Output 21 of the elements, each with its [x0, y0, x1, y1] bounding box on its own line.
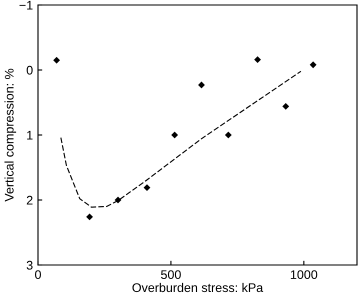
point — [144, 184, 150, 192]
y-tick-label: 1 — [27, 130, 33, 140]
x-tick-label: 0 — [35, 270, 41, 280]
y-tick-label: −1 — [20, 0, 33, 10]
point — [86, 214, 93, 220]
point — [198, 82, 205, 88]
line-series — [60, 70, 302, 208]
point — [310, 61, 317, 68]
x-axis-title: Overburden stress: kPa — [132, 282, 264, 292]
y-tick-label: 0 — [26, 66, 33, 75]
point — [282, 103, 290, 110]
y-tick-label: 2 — [26, 196, 33, 205]
point — [114, 196, 122, 204]
y-tick-label: 3 — [26, 260, 33, 270]
point — [224, 132, 232, 138]
point — [254, 56, 261, 63]
x-tick-label: 1000 — [290, 270, 318, 280]
x-tick-label: 500 — [160, 270, 181, 280]
point — [53, 56, 60, 64]
point — [171, 132, 178, 138]
y-axis-title: Vertical compression: % — [4, 68, 16, 202]
